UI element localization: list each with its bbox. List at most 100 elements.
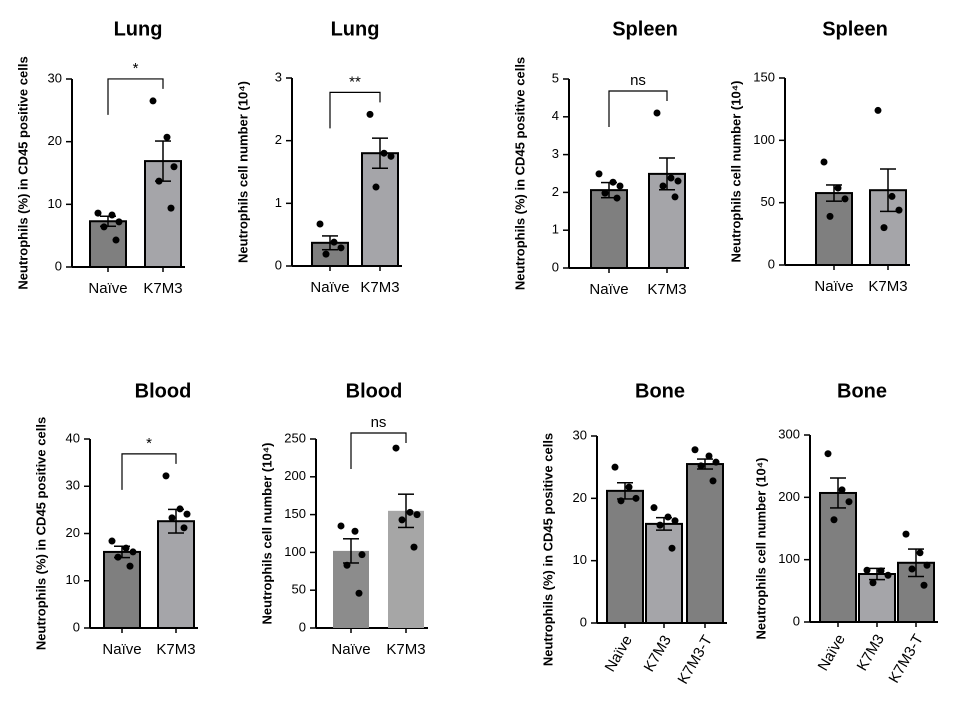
data-point — [609, 178, 617, 186]
y-tick-label: 0 — [552, 259, 559, 274]
y-axis-label: Neutrophils cell number (10⁴) — [235, 81, 250, 263]
y-axis-label: Neutrophils (%) in CD45 positive cells — [512, 57, 527, 290]
data-point — [709, 477, 717, 485]
data-point — [674, 177, 682, 185]
data-point — [168, 514, 176, 522]
data-point — [337, 244, 345, 252]
y-tick-label: 0 — [299, 619, 306, 634]
data-point — [820, 158, 828, 166]
data-point — [322, 250, 330, 258]
data-point — [149, 97, 157, 105]
data-point — [656, 521, 664, 529]
data-point — [413, 511, 421, 519]
y-tick-label: 2 — [552, 184, 559, 199]
bar — [333, 550, 369, 628]
error-bar — [659, 157, 675, 191]
data-point — [170, 163, 178, 171]
y-tick-label: 1 — [552, 222, 559, 237]
error-bar — [830, 477, 846, 509]
x-tick-label: Naïve — [602, 632, 636, 674]
y-tick-label: 20 — [48, 133, 62, 148]
y-tick-label: 200 — [778, 489, 800, 504]
significance-bracket — [121, 453, 177, 490]
data-point — [920, 581, 928, 589]
data-point — [712, 458, 720, 466]
x-tick-label: Naïve — [331, 641, 370, 658]
data-point — [330, 238, 338, 246]
y-tick-label: 10 — [573, 552, 587, 567]
y-tick-label: 300 — [778, 426, 800, 441]
panel-title: Blood — [346, 380, 403, 402]
bar — [815, 192, 853, 266]
x-tick-label: K7M3 — [647, 281, 686, 298]
data-point — [392, 444, 400, 452]
data-point — [355, 589, 363, 597]
x-tick-label: K7M3 — [386, 641, 425, 658]
panel-title: Blood — [135, 380, 192, 402]
x-tick-label: K7M3 — [143, 280, 182, 297]
significance-label: ** — [349, 73, 361, 90]
y-tick-label: 30 — [573, 427, 587, 442]
data-point — [595, 170, 603, 178]
y-axis-label: Neutrophils (%) in CD45 positive cells — [540, 433, 555, 666]
y-tick-label: 0 — [768, 256, 775, 271]
bar — [645, 522, 683, 625]
data-point — [671, 517, 679, 525]
bar — [361, 152, 399, 267]
y-tick-label: 0 — [275, 257, 282, 272]
data-point — [668, 544, 676, 552]
data-point — [895, 206, 903, 214]
x-tick-label: Naïve — [814, 278, 853, 295]
data-point — [613, 194, 621, 202]
bar — [686, 463, 724, 624]
data-point — [671, 193, 679, 201]
data-point — [167, 204, 175, 212]
data-point — [830, 516, 838, 524]
y-tick-label: 4 — [552, 108, 559, 123]
data-point — [183, 510, 191, 518]
y-tick-label: 0 — [55, 258, 62, 273]
significance-label: * — [133, 60, 139, 77]
significance-bracket — [608, 90, 668, 128]
data-point — [650, 504, 658, 512]
data-point — [653, 109, 661, 117]
error-bar — [880, 168, 896, 213]
data-point — [176, 505, 184, 513]
data-point — [351, 527, 359, 535]
data-point — [874, 106, 882, 114]
y-axis-label: Neutrophils cell number (10⁴) — [728, 81, 743, 263]
data-point — [115, 218, 123, 226]
data-point — [112, 236, 120, 244]
x-tick-label: K7M3 — [156, 641, 195, 658]
bar — [590, 189, 628, 269]
error-bar — [908, 548, 924, 578]
data-point — [916, 549, 924, 557]
data-point — [410, 543, 418, 551]
data-point — [888, 192, 896, 200]
y-tick-label: 20 — [66, 525, 80, 540]
data-point — [163, 133, 171, 141]
significance-bracket — [350, 432, 407, 469]
data-point — [838, 486, 846, 494]
x-tick-label: K7M3-T — [675, 632, 716, 687]
data-point — [100, 223, 108, 231]
y-tick-label: 100 — [778, 551, 800, 566]
error-bar — [398, 493, 414, 529]
data-point — [845, 498, 853, 506]
data-point — [667, 174, 675, 182]
y-tick-label: 30 — [48, 70, 62, 85]
x-tick-label: Naïve — [815, 631, 849, 673]
data-point — [387, 152, 395, 160]
y-tick-label: 0 — [73, 619, 80, 634]
data-point — [617, 497, 625, 505]
y-tick-label: 10 — [66, 572, 80, 587]
y-tick-label: 50 — [292, 582, 306, 597]
y-tick-label: 0 — [793, 613, 800, 628]
data-point — [372, 183, 380, 191]
y-tick-label: 150 — [284, 506, 306, 521]
data-point — [869, 579, 877, 587]
significance-bracket — [329, 91, 381, 129]
data-point — [611, 463, 619, 471]
y-tick-label: 3 — [552, 146, 559, 161]
data-point — [180, 524, 188, 532]
